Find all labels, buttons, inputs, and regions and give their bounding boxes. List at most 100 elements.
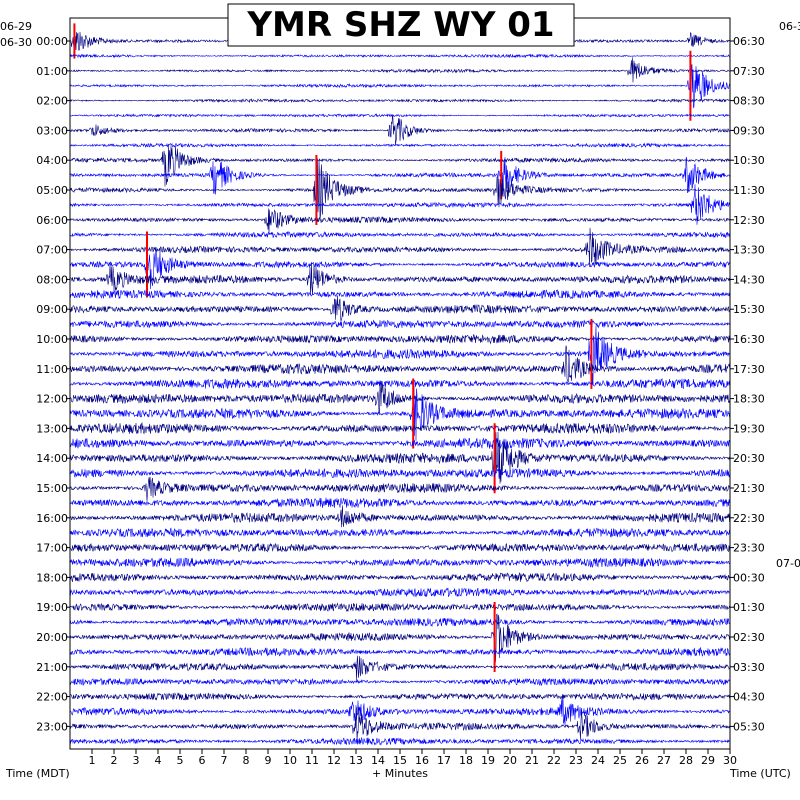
right-hour-label: 09:30 xyxy=(733,124,765,137)
x-tick-label: 13 xyxy=(349,754,363,767)
trace-row xyxy=(69,380,731,415)
trace-row xyxy=(69,696,731,726)
trace-row xyxy=(69,587,731,598)
left-hour-label: 11:00 xyxy=(36,363,68,376)
right-hour-label: 01:30 xyxy=(733,601,765,614)
right-hour-label: 05:30 xyxy=(733,720,765,733)
right-date-label-0: 06-3 xyxy=(779,20,800,33)
trace-row xyxy=(69,262,731,295)
right-hour-label: 10:30 xyxy=(733,154,765,167)
trace-row xyxy=(69,208,731,236)
trace-row xyxy=(69,431,731,484)
trace-row xyxy=(69,437,731,450)
trace-row xyxy=(69,230,731,239)
trace-row xyxy=(69,421,731,435)
left-hour-label: 20:00 xyxy=(36,631,68,644)
x-tick-label: 24 xyxy=(591,754,605,767)
trace-row xyxy=(69,571,731,583)
right-hour-label: 00:30 xyxy=(733,571,765,584)
left-date-label-1: 06-30 xyxy=(0,36,32,49)
trace-row xyxy=(69,377,731,390)
right-axis-label: Time (UTC) xyxy=(729,767,791,780)
right-hour-label: 15:30 xyxy=(733,303,765,316)
x-tick-label: 12 xyxy=(327,754,341,767)
trace-row xyxy=(69,289,731,299)
trace-row xyxy=(69,505,731,528)
left-hour-label: 03:00 xyxy=(36,124,68,137)
x-tick-label: 2 xyxy=(111,754,118,767)
trace-row xyxy=(69,157,731,195)
left-hour-label: 12:00 xyxy=(36,393,68,406)
trace-row xyxy=(69,144,731,187)
x-tick-label: 11 xyxy=(305,754,319,767)
trace-row xyxy=(69,53,731,59)
left-hour-label: 13:00 xyxy=(36,422,68,435)
right-hour-label: 12:30 xyxy=(733,214,765,227)
x-tick-label: 22 xyxy=(547,754,561,767)
x-tick-label: 9 xyxy=(265,754,272,767)
chart-title: YMR SHZ WY 01 xyxy=(246,5,554,45)
left-hour-label: 15:00 xyxy=(36,482,68,495)
trace-row xyxy=(69,692,731,701)
x-tick-label: 27 xyxy=(657,754,671,767)
trace-row xyxy=(69,114,731,146)
x-tick-label: 18 xyxy=(459,754,473,767)
x-tick-label: 7 xyxy=(221,754,228,767)
right-hour-label: 22:30 xyxy=(733,512,765,525)
left-hour-label: 22:00 xyxy=(36,691,68,704)
trace-row xyxy=(69,319,731,329)
right-hour-label: 03:30 xyxy=(733,661,765,674)
trace-row xyxy=(69,655,731,681)
x-tick-label: 21 xyxy=(525,754,539,767)
trace-row xyxy=(69,98,731,104)
left-hour-label: 23:00 xyxy=(36,720,68,733)
right-hour-label: 16:30 xyxy=(733,333,765,346)
trace-row xyxy=(69,602,731,613)
left-hour-label: 00:00 xyxy=(36,35,68,48)
x-tick-label: 25 xyxy=(613,754,627,767)
trace-row xyxy=(69,381,731,441)
trace-row xyxy=(69,345,731,383)
right-hour-label: 19:30 xyxy=(733,422,765,435)
trace-row xyxy=(70,476,731,502)
trace-row xyxy=(69,158,731,220)
trace-row xyxy=(69,322,731,386)
x-tick-label: 29 xyxy=(701,754,715,767)
left-hour-label: 18:00 xyxy=(36,571,68,584)
trace-row xyxy=(69,542,731,553)
trace-row xyxy=(69,247,731,290)
right-hour-label: 20:30 xyxy=(733,452,765,465)
right-hour-label: 04:30 xyxy=(733,691,765,704)
trace-row xyxy=(70,64,731,109)
left-axis-label: Time (MDT) xyxy=(5,767,70,780)
left-hour-label: 04:00 xyxy=(36,154,68,167)
right-hour-label: 07:30 xyxy=(733,65,765,78)
right-hour-label: 23:30 xyxy=(733,542,765,555)
right-hour-label: 13:30 xyxy=(733,244,765,257)
trace-row xyxy=(69,113,730,118)
trace-row xyxy=(69,707,731,743)
left-hour-label: 09:00 xyxy=(36,303,68,316)
left-hour-label: 05:00 xyxy=(36,184,68,197)
x-tick-label: 10 xyxy=(283,754,297,767)
x-tick-label: 15 xyxy=(393,754,407,767)
x-tick-label: 16 xyxy=(415,754,429,767)
left-hour-label: 08:00 xyxy=(36,273,68,286)
x-tick-label: 5 xyxy=(177,754,184,767)
left-hour-label: 07:00 xyxy=(36,244,68,257)
trace-row xyxy=(69,468,731,479)
x-tick-label: 3 xyxy=(133,754,140,767)
trace-row xyxy=(69,617,731,628)
right-hour-label: 14:30 xyxy=(733,273,765,286)
trace-row xyxy=(69,334,731,345)
x-axis-label: + Minutes xyxy=(372,767,428,780)
x-tick-label: 14 xyxy=(371,754,385,767)
left-hour-label: 02:00 xyxy=(36,95,68,108)
right-hour-label: 17:30 xyxy=(733,363,765,376)
x-axis: 1 2 3 4 5 6 7 8 9 10 11 12 13 14 15 16 17 18 19 20 21 22 23 24 2… xyxy=(89,749,737,767)
left-hour-label: 01:00 xyxy=(36,65,68,78)
trace-row xyxy=(69,497,731,509)
left-hour-label: 16:00 xyxy=(36,512,68,525)
x-tick-label: 30 xyxy=(723,754,737,767)
left-hour-label: 10:00 xyxy=(36,333,68,346)
